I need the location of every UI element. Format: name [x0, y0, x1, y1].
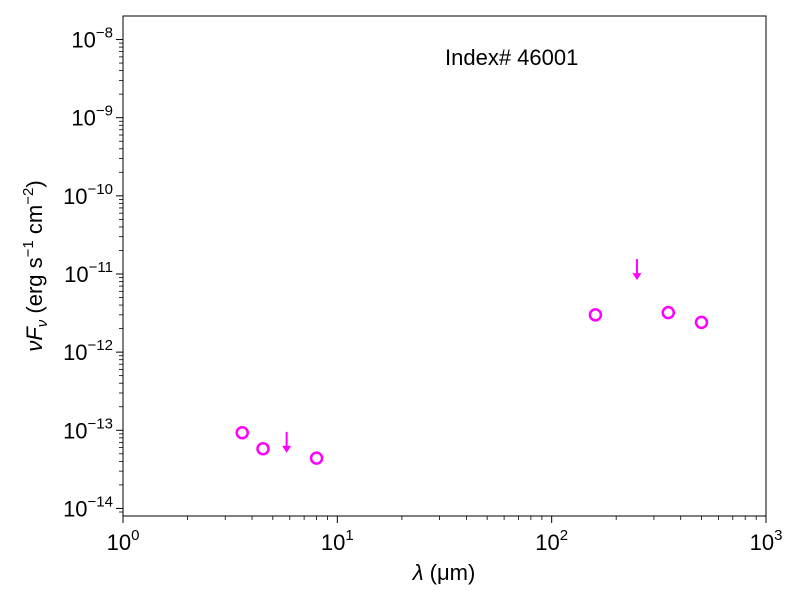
- y-tick-label: 10−12: [63, 337, 113, 365]
- x-tick-label: 101: [321, 527, 354, 555]
- data-point: [588, 308, 603, 322]
- data-point: [309, 451, 324, 465]
- y-tick-label: 10−10: [63, 181, 113, 209]
- y-tick-label: 10−11: [64, 259, 113, 287]
- x-tick-label: 100: [107, 527, 140, 555]
- chart-annotation: Index# 46001: [445, 45, 578, 70]
- data-point: [235, 425, 249, 440]
- x-axis-label: λ (μm): [412, 560, 476, 585]
- y-axis-label: νFν (erg s−1 cm−2): [20, 180, 51, 351]
- plot-marks: [235, 259, 709, 465]
- data-point: [256, 442, 270, 456]
- y-tick-label: 10−14: [63, 493, 113, 521]
- x-tick-label: 102: [535, 527, 568, 555]
- upper-limit-arrow: [632, 259, 642, 281]
- upper-limit-arrow: [282, 431, 292, 453]
- x-tick-label: 103: [750, 527, 783, 555]
- y-tick-label: 10−13: [63, 415, 113, 443]
- plot-frame: [122, 15, 767, 517]
- axis-ticks: 100 101 102 103 10−14 10−13 10−12 10−11 10−10 10−…: [63, 25, 782, 555]
- y-tick-label: 10−9: [71, 103, 113, 131]
- y-tick-label: 10−8: [71, 25, 113, 53]
- data-point: [661, 305, 676, 320]
- data-point: [694, 315, 709, 330]
